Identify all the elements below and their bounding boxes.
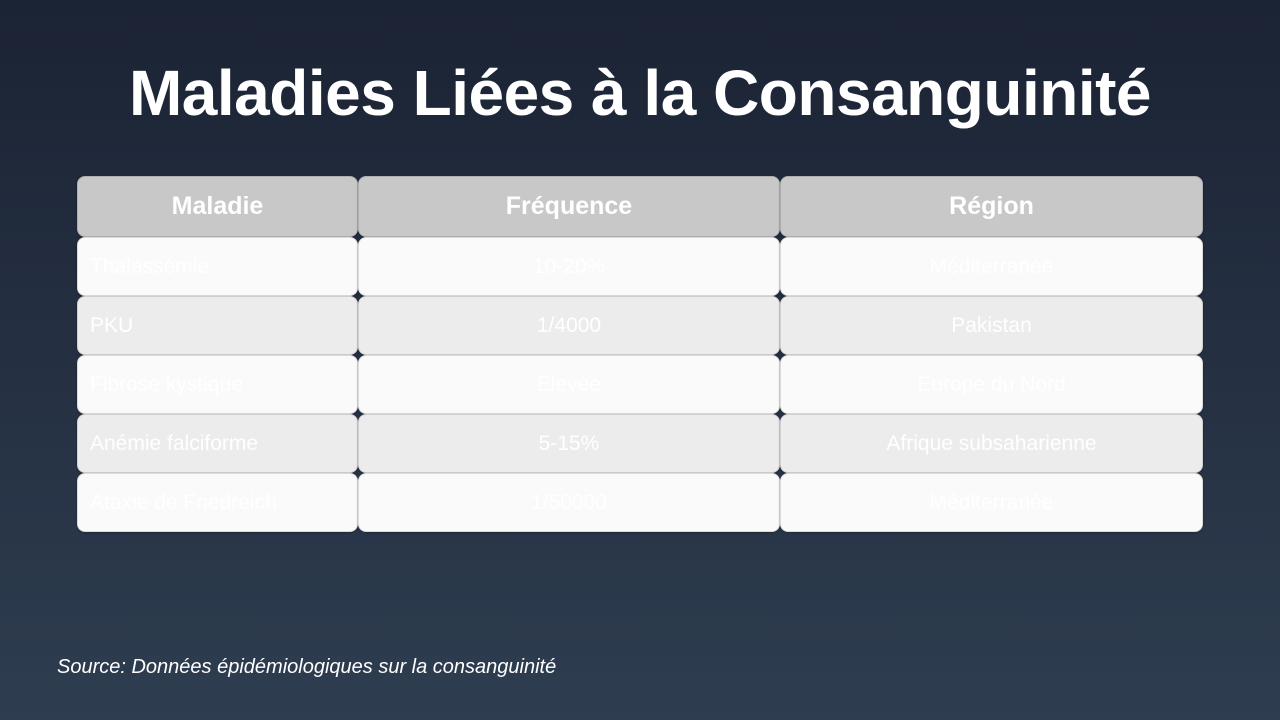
cell-maladie: PKU xyxy=(77,296,358,355)
cell-region: Méditerranée xyxy=(780,237,1203,296)
header-maladie: Maladie xyxy=(77,176,358,237)
slide-title: Maladies Liées à la Consanguinité xyxy=(128,57,1152,129)
cell-maladie: Anémie falciforme xyxy=(77,414,358,473)
cell-frequence: 1/50000 xyxy=(358,473,780,532)
diseases-table: Maladie Fréquence Région Thalassémie 10-… xyxy=(77,176,1203,532)
cell-region: Afrique subsaharienne xyxy=(780,414,1203,473)
cell-maladie: Thalassémie xyxy=(77,237,358,296)
table-row: Anémie falciforme 5-15% Afrique subsahar… xyxy=(77,414,1203,473)
header-region: Région xyxy=(780,176,1203,237)
cell-maladie: Fibrose kystique xyxy=(77,355,358,414)
cell-region: Méditerranée xyxy=(780,473,1203,532)
cell-region: Pakistan xyxy=(780,296,1203,355)
table-row: Fibrose kystique Élevée Europe du Nord xyxy=(77,355,1203,414)
source-note: Source: Données épidémiologiques sur la … xyxy=(57,656,557,678)
cell-frequence: 5-15% xyxy=(358,414,780,473)
cell-frequence: 1/4000 xyxy=(358,296,780,355)
cell-region: Europe du Nord xyxy=(780,355,1203,414)
table-row: Thalassémie 10-20% Méditerranée xyxy=(77,237,1203,296)
table-row: PKU 1/4000 Pakistan xyxy=(77,296,1203,355)
table-header-row: Maladie Fréquence Région xyxy=(77,176,1203,237)
cell-maladie: Ataxie de Friedreich xyxy=(77,473,358,532)
table-row: Ataxie de Friedreich 1/50000 Méditerrané… xyxy=(77,473,1203,532)
cell-frequence: 10-20% xyxy=(358,237,780,296)
header-frequence: Fréquence xyxy=(358,176,780,237)
cell-frequence: Élevée xyxy=(358,355,780,414)
